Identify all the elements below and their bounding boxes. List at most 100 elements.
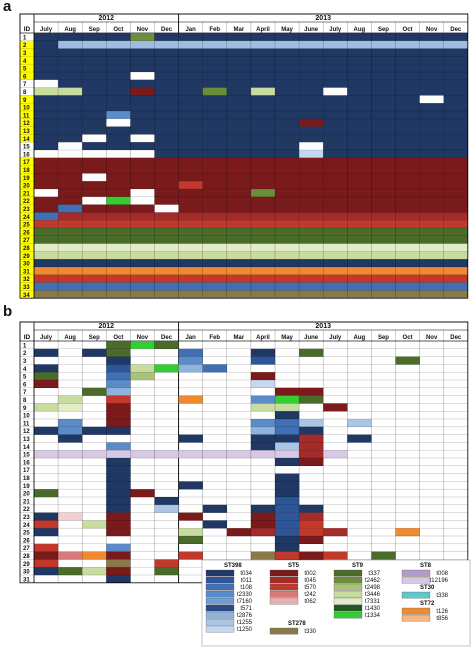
heatmap-cell bbox=[106, 520, 131, 529]
heatmap-cell bbox=[178, 228, 203, 236]
heatmap-cell bbox=[275, 504, 300, 513]
heatmap-cell bbox=[323, 64, 348, 73]
heatmap-cell bbox=[443, 181, 468, 190]
heatmap-cell bbox=[226, 72, 252, 80]
heatmap-cell bbox=[347, 251, 372, 260]
heatmap-cell bbox=[275, 450, 300, 459]
heatmap-cell bbox=[419, 79, 444, 88]
row-id-label: 24 bbox=[23, 523, 30, 529]
heatmap-cell bbox=[299, 189, 324, 197]
heatmap-cell bbox=[106, 72, 131, 80]
heatmap-cell bbox=[275, 212, 300, 221]
heatmap-cell bbox=[275, 111, 300, 119]
heatmap-cell bbox=[202, 204, 227, 213]
heatmap-cell bbox=[275, 64, 300, 73]
heatmap-cell bbox=[34, 450, 59, 459]
heatmap-cell bbox=[443, 64, 468, 73]
row-id-label: 25 bbox=[23, 531, 30, 537]
month-label: Sep bbox=[89, 335, 100, 341]
heatmap-cell bbox=[323, 282, 348, 291]
heatmap-cell bbox=[250, 111, 276, 119]
row-id-label: 18 bbox=[23, 168, 30, 174]
row-id-label: 3 bbox=[23, 51, 27, 57]
heatmap-cell bbox=[323, 403, 348, 412]
heatmap-cell bbox=[419, 220, 444, 229]
heatmap-cell bbox=[58, 267, 83, 275]
heatmap-cell bbox=[106, 56, 131, 65]
heatmap-cell bbox=[299, 87, 324, 96]
heatmap-cell bbox=[299, 48, 324, 57]
heatmap-cell bbox=[299, 126, 324, 135]
heatmap-cell bbox=[226, 181, 252, 190]
heatmap-cell bbox=[178, 40, 203, 49]
heatmap-cell bbox=[58, 150, 83, 158]
heatmap-cell bbox=[154, 40, 179, 49]
heatmap-cell bbox=[154, 150, 179, 158]
heatmap-cell bbox=[82, 196, 107, 205]
heatmap-cell bbox=[58, 395, 83, 404]
heatmap-cell bbox=[58, 220, 83, 229]
heatmap-cell bbox=[275, 395, 300, 404]
heatmap-cell bbox=[250, 56, 276, 65]
heatmap-cell bbox=[202, 189, 227, 197]
legend-type-label: t2498 bbox=[365, 585, 381, 591]
legend-swatch bbox=[205, 611, 235, 619]
row-id-highlight bbox=[20, 95, 34, 104]
heatmap-cell bbox=[347, 243, 372, 252]
heatmap-cell bbox=[443, 267, 468, 275]
heatmap-cell bbox=[130, 181, 155, 190]
heatmap-cell bbox=[226, 282, 252, 291]
heatmap-cell bbox=[106, 243, 131, 252]
heatmap-cell bbox=[130, 267, 155, 275]
heatmap-cell bbox=[226, 157, 252, 166]
heatmap-cell bbox=[250, 282, 276, 291]
heatmap-cell bbox=[130, 243, 155, 252]
heatmap-cell bbox=[371, 165, 396, 174]
heatmap-cell bbox=[106, 142, 131, 151]
heatmap-cell bbox=[226, 189, 252, 197]
heatmap-cell bbox=[299, 512, 324, 521]
legend-swatch bbox=[269, 590, 299, 598]
heatmap-cell bbox=[347, 181, 372, 190]
heatmap-cell bbox=[106, 79, 131, 88]
heatmap-cell bbox=[299, 40, 324, 49]
heatmap-cell bbox=[82, 189, 107, 197]
heatmap-cell bbox=[250, 243, 276, 252]
heatmap-cell bbox=[250, 204, 276, 213]
heatmap-cell bbox=[106, 64, 131, 73]
heatmap-cell bbox=[106, 150, 131, 158]
legend-group-title: ST30 bbox=[420, 585, 435, 591]
heatmap-cell bbox=[154, 235, 179, 244]
heatmap-cell bbox=[34, 165, 59, 174]
month-label: Jan bbox=[185, 335, 196, 341]
heatmap-cell bbox=[323, 173, 348, 182]
heatmap-cell bbox=[106, 196, 131, 205]
heatmap-cell bbox=[82, 142, 107, 151]
legend-swatch bbox=[401, 569, 431, 577]
heatmap-cell bbox=[347, 95, 372, 104]
heatmap-cell bbox=[178, 267, 203, 275]
heatmap-cell bbox=[443, 40, 468, 49]
heatmap-cell bbox=[299, 142, 324, 151]
heatmap-cell bbox=[34, 348, 59, 357]
legend-type-label: t571 bbox=[240, 606, 252, 612]
heatmap-cell bbox=[226, 450, 252, 459]
heatmap-cell bbox=[202, 103, 227, 112]
heatmap-cell bbox=[82, 134, 107, 143]
heatmap-cell bbox=[443, 243, 468, 252]
heatmap-cell bbox=[178, 220, 203, 229]
heatmap-cell bbox=[178, 481, 203, 490]
heatmap-cell bbox=[154, 282, 179, 291]
heatmap-cell bbox=[323, 56, 348, 65]
heatmap-cell bbox=[250, 259, 276, 268]
heatmap-cell bbox=[34, 426, 59, 435]
heatmap-cell bbox=[250, 134, 276, 143]
heatmap-cell bbox=[395, 259, 420, 268]
heatmap-cell bbox=[347, 274, 372, 283]
legend-type-label: t108 bbox=[240, 585, 252, 591]
heatmap-cell bbox=[202, 72, 227, 80]
heatmap-cell bbox=[371, 235, 396, 244]
legend-type-label: t008 bbox=[436, 571, 448, 577]
heatmap-cell bbox=[371, 87, 396, 96]
legend-swatch bbox=[205, 569, 235, 577]
